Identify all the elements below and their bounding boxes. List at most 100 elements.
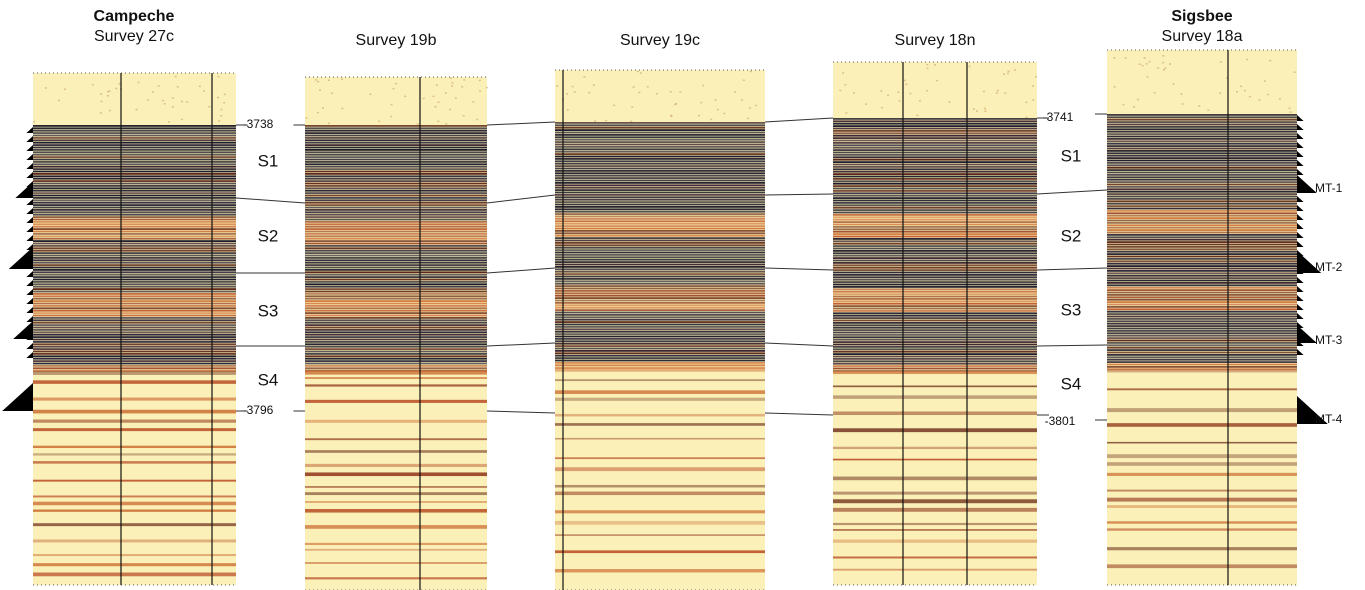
reflector: [305, 351, 487, 353]
speckle: [749, 107, 751, 109]
reflector: [833, 363, 1037, 365]
reflector: [305, 226, 487, 228]
reflector: [555, 129, 765, 131]
reflector: [33, 307, 236, 309]
reflector: [555, 569, 765, 572]
speckle: [450, 78, 452, 80]
reflector: [33, 480, 236, 482]
reflector: [833, 298, 1037, 300]
reflector: [1107, 224, 1297, 226]
reflector: [555, 196, 765, 198]
marker-triangle: [26, 307, 33, 313]
reflector: [555, 136, 765, 138]
marker-triangle: [1297, 232, 1304, 238]
panels: [33, 50, 1297, 590]
reflector: [33, 151, 236, 153]
reflector: [555, 414, 765, 417]
speckle: [631, 106, 633, 108]
reflector: [833, 159, 1037, 161]
reflector: [833, 152, 1037, 154]
speckle: [1207, 109, 1209, 111]
reflector: [833, 353, 1037, 355]
unit-label: S4: [1061, 374, 1082, 393]
reflector: [33, 293, 236, 295]
reflector: [305, 154, 487, 156]
reflector: [555, 122, 765, 124]
reflector: [555, 285, 765, 287]
reflector: [33, 360, 236, 362]
reflector: [833, 312, 1037, 314]
reflector: [555, 360, 765, 362]
reflector: [305, 228, 487, 230]
unit-label: S1: [258, 151, 279, 170]
reflector: [305, 298, 487, 300]
reflector: [1107, 131, 1297, 133]
reflector: [33, 310, 236, 312]
reflector: [33, 264, 236, 266]
reflector: [305, 247, 487, 249]
reflector: [555, 485, 765, 488]
reflector: [555, 168, 765, 170]
reflector: [833, 395, 1037, 398]
reflector: [833, 252, 1037, 254]
reflector: [833, 166, 1037, 168]
reflector: [1107, 222, 1297, 224]
reflector: [1107, 304, 1297, 306]
reflector: [1107, 344, 1297, 346]
reflector: [305, 221, 487, 223]
reflector: [33, 341, 236, 343]
reflector: [555, 256, 765, 258]
reflector: [33, 185, 236, 187]
reflector: [833, 185, 1037, 187]
reflector: [833, 303, 1037, 305]
reflector: [555, 350, 765, 352]
marker-triangle: [26, 127, 33, 133]
reflector: [33, 298, 236, 300]
speckle: [218, 76, 220, 78]
panel-title: Campeche: [94, 8, 175, 25]
reflector: [833, 209, 1037, 211]
reflector: [833, 356, 1037, 358]
unit-label: S2: [1061, 226, 1082, 245]
reflector: [833, 346, 1037, 348]
reflector: [33, 168, 236, 170]
reflector: [555, 324, 765, 326]
reflector: [833, 358, 1037, 360]
reflector: [1107, 356, 1297, 358]
reflector: [555, 216, 765, 218]
reflector: [1107, 275, 1297, 277]
reflector: [1107, 188, 1297, 190]
reflector: [305, 209, 487, 211]
reflector: [833, 569, 1037, 571]
correlation-line: [765, 194, 833, 195]
speckle: [175, 76, 177, 78]
speckle: [675, 103, 677, 105]
speckle: [1279, 98, 1281, 100]
speckle: [605, 120, 607, 122]
speckle: [1114, 86, 1116, 88]
speckle: [451, 82, 453, 84]
reflector: [305, 166, 487, 168]
reflector: [33, 219, 236, 221]
speckle: [647, 86, 649, 88]
speckle: [899, 100, 901, 102]
reflector: [305, 269, 487, 271]
reflector: [1107, 244, 1297, 246]
reflector: [305, 238, 487, 240]
reflector: [833, 334, 1037, 336]
reflector: [305, 324, 487, 326]
reflector: [1107, 294, 1297, 296]
speckle: [880, 90, 882, 92]
speckle: [432, 96, 434, 98]
speckle: [455, 97, 457, 99]
reflector: [1107, 282, 1297, 284]
reflector: [1107, 280, 1297, 282]
reflector: [1107, 196, 1297, 198]
reflector: [305, 543, 487, 545]
speckle: [1032, 85, 1034, 87]
reflector: [833, 154, 1037, 156]
reflector: [33, 305, 236, 307]
reflector: [33, 216, 236, 218]
reflector: [33, 276, 236, 278]
reflector: [33, 207, 236, 209]
